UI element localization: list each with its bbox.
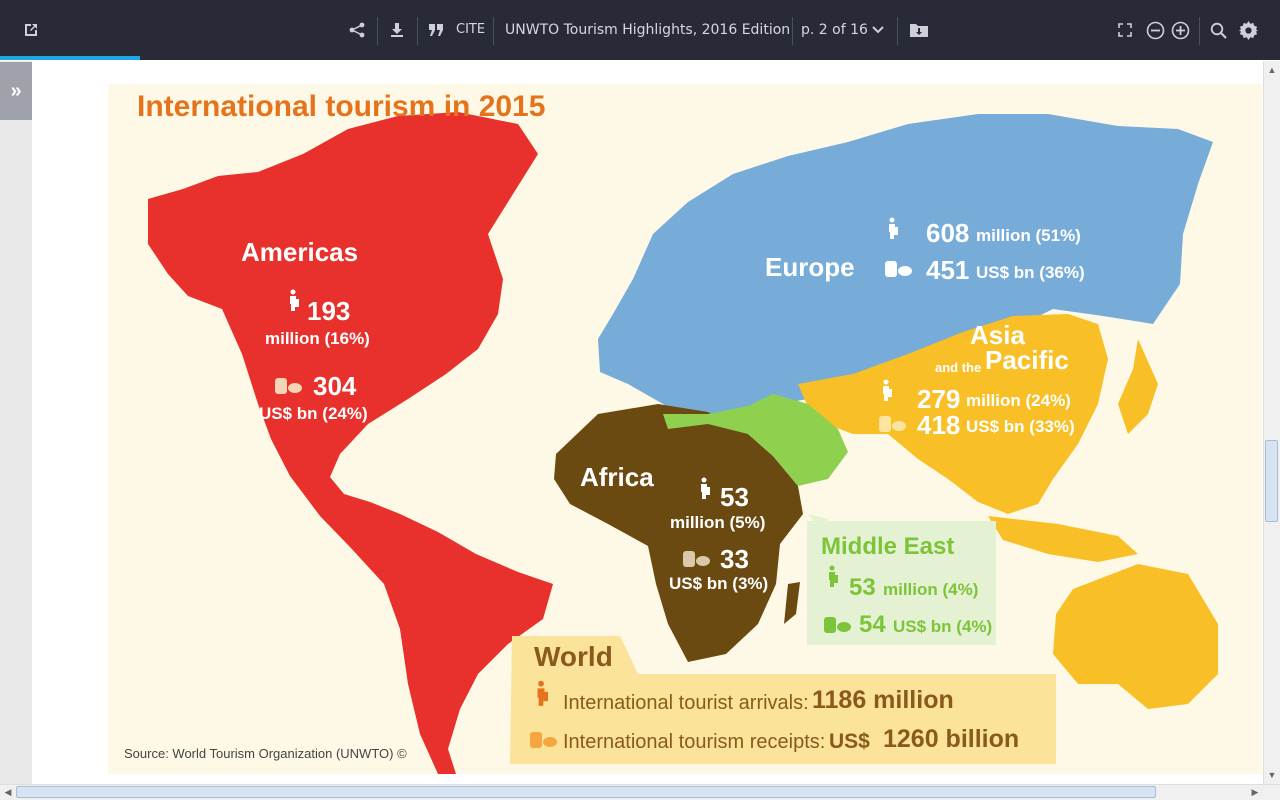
- search-icon[interactable]: [1207, 18, 1229, 42]
- zoom-in-icon[interactable]: [1169, 18, 1191, 42]
- share-icon[interactable]: [346, 18, 368, 42]
- scroll-up-arrow-icon[interactable]: ▲: [1267, 65, 1277, 75]
- zoom-out-icon[interactable]: [1144, 18, 1166, 42]
- scroll-left-arrow-icon[interactable]: ◀: [4, 786, 12, 797]
- europe-receipts-unit: US$ bn (36%): [976, 263, 1085, 282]
- fullscreen-icon[interactable]: [1116, 18, 1134, 42]
- europe-label: Europe: [765, 252, 855, 282]
- tourist-icon: [698, 477, 710, 504]
- middle-east-arrivals: 53: [849, 574, 876, 601]
- asia-label-line1: Asia: [970, 320, 1025, 350]
- americas-region: [148, 112, 553, 774]
- tourism-infographic: International tourism in 2015 Americas 1…: [108, 84, 1262, 774]
- world-receipts-label: International tourism receipts:: [563, 731, 826, 753]
- tourist-icon: [826, 565, 838, 592]
- save-to-folder-icon[interactable]: [908, 18, 930, 42]
- europe-arrivals: 608: [926, 218, 970, 248]
- asia-receipts: 418: [917, 410, 961, 440]
- chevron-down-icon[interactable]: [870, 18, 886, 42]
- expand-sidebar-icon[interactable]: »: [0, 62, 32, 120]
- world-receipts-value: 1260 billion: [883, 725, 1020, 753]
- americas-arrivals: 193: [307, 296, 351, 326]
- africa-arrivals-unit: million (5%): [670, 513, 766, 532]
- page-selector[interactable]: p. 2 of 16: [801, 22, 868, 38]
- left-rail: [0, 61, 32, 784]
- world-arrivals-label: International tourist arrivals:: [563, 692, 809, 714]
- open-external-icon[interactable]: [20, 18, 42, 42]
- world-label: World: [534, 641, 613, 672]
- viewer-toolbar: CITE UNWTO Tourism Highlights, 2016 Edit…: [0, 0, 1280, 60]
- middle-east-label: Middle East: [821, 533, 955, 560]
- document-title: UNWTO Tourism Highlights, 2016 Edition: [505, 22, 791, 38]
- cite-button[interactable]: CITE: [456, 22, 486, 37]
- europe-arrivals-unit: million (51%): [976, 226, 1081, 245]
- asia-arrivals: 279: [917, 384, 961, 414]
- world-receipts-prefix: US$: [829, 730, 870, 753]
- middle-east-receipts: 54: [859, 611, 886, 638]
- horizontal-scroll-thumb[interactable]: [16, 786, 1156, 798]
- vertical-scrollbar[interactable]: [1263, 61, 1280, 784]
- world-map: [148, 112, 1218, 774]
- africa-arrivals: 53: [720, 482, 749, 512]
- africa-label: Africa: [580, 462, 654, 492]
- coins-icon: [274, 377, 304, 400]
- coins-icon: [823, 616, 853, 639]
- japan-shape: [1118, 339, 1158, 434]
- tourist-icon: [880, 379, 892, 406]
- asia-receipts-unit: US$ bn (33%): [966, 417, 1075, 436]
- tourist-icon: [886, 217, 898, 244]
- download-icon[interactable]: [386, 18, 408, 42]
- madagascar-shape: [784, 582, 800, 624]
- coins-icon: [682, 550, 712, 573]
- africa-receipts-unit: US$ bn (3%): [669, 574, 769, 593]
- americas-receipts-unit: US$ bn (24%): [259, 404, 368, 423]
- progress-accent-bar: [0, 56, 140, 60]
- settings-gear-icon[interactable]: [1237, 18, 1259, 42]
- americas-label: Americas: [241, 237, 359, 267]
- scroll-right-arrow-icon[interactable]: ▶: [1251, 786, 1259, 797]
- coins-icon: [884, 260, 914, 283]
- middle-east-region: [663, 394, 848, 486]
- quote-icon[interactable]: [427, 18, 445, 42]
- poster-title: International tourism in 2015: [137, 90, 546, 123]
- tourist-icon: [287, 289, 299, 316]
- world-summary-box: [510, 636, 1056, 764]
- coins-icon: [878, 415, 908, 438]
- australia-shape: [1053, 564, 1218, 709]
- vertical-scroll-thumb[interactable]: [1265, 440, 1278, 522]
- coins-icon: [529, 731, 559, 754]
- asia-label-line2: Pacific: [985, 345, 1069, 375]
- indonesia-shape: [988, 516, 1138, 562]
- world-arrivals-value: 1186 million: [812, 686, 954, 714]
- middle-east-receipts-unit: US$ bn (4%): [893, 617, 993, 636]
- asia-arrivals-unit: million (24%): [966, 391, 1071, 410]
- africa-receipts: 33: [720, 544, 749, 574]
- scroll-down-arrow-icon[interactable]: ▼: [1267, 770, 1277, 780]
- americas-receipts: 304: [313, 371, 357, 401]
- asia-label-and-the: and the: [935, 360, 982, 375]
- africa-region: [554, 404, 803, 662]
- source-note: Source: World Tourism Organization (UNWT…: [124, 746, 407, 761]
- europe-receipts: 451: [926, 255, 970, 285]
- asia-pacific-region: [798, 314, 1108, 514]
- tourist-icon: [534, 680, 548, 711]
- middle-east-arrivals-unit: million (4%): [883, 580, 979, 599]
- americas-arrivals-unit: million (16%): [265, 329, 370, 348]
